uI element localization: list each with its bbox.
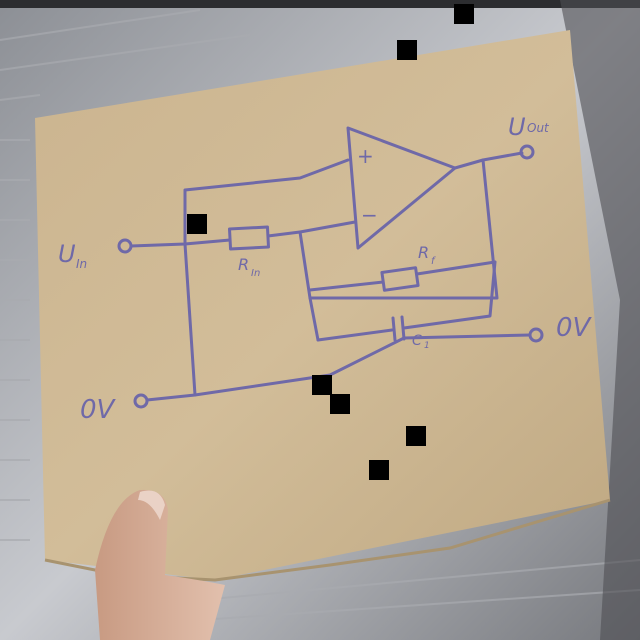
r-in-subscript: In xyxy=(251,268,260,279)
hand xyxy=(95,489,225,640)
c1-right-lead xyxy=(402,260,497,330)
circuit-diagram xyxy=(117,126,544,409)
ground-left-label: 0V xyxy=(80,395,117,425)
cardboard-sheet xyxy=(35,30,610,580)
feedback-left-wire xyxy=(298,230,320,342)
right-ground-wire xyxy=(402,333,532,340)
right-ground-terminal xyxy=(528,327,544,343)
feedback-top-wire xyxy=(308,158,499,300)
resistor-r-f xyxy=(380,266,420,292)
circuit-labels: U In U Out R In R f C 1 + − 0V 0V xyxy=(58,113,593,425)
top-shadow xyxy=(0,0,640,8)
ground-right-label: 0V xyxy=(556,313,593,343)
ground-bus xyxy=(145,336,406,402)
c1-label: C xyxy=(412,333,422,349)
left-ground-wire xyxy=(183,242,197,397)
rf-left-lead xyxy=(308,280,385,292)
output-terminal xyxy=(519,144,535,160)
u-in-subscript: In xyxy=(76,257,87,271)
blind-slats xyxy=(0,9,640,621)
rf-right-lead xyxy=(415,260,497,276)
c1-left-lead xyxy=(316,328,394,342)
u-out-subscript: Out xyxy=(527,121,550,135)
u-out-label: U xyxy=(508,113,526,141)
op-amp xyxy=(346,126,457,250)
plus-input-wire xyxy=(183,158,350,246)
r-f-label: R xyxy=(418,243,429,262)
left-ground-terminal xyxy=(133,393,149,409)
op-amp-minus-sign: − xyxy=(361,203,378,227)
op-amp-plus-sign: + xyxy=(357,144,374,168)
u-in-label: U xyxy=(58,240,76,268)
c1-plate-left xyxy=(391,316,397,342)
occlusion-squares xyxy=(187,4,474,480)
r-in-label: R xyxy=(238,255,249,274)
c1-subscript: 1 xyxy=(424,341,430,351)
r-f-subscript: f xyxy=(431,256,436,267)
right-shadow xyxy=(560,0,640,640)
